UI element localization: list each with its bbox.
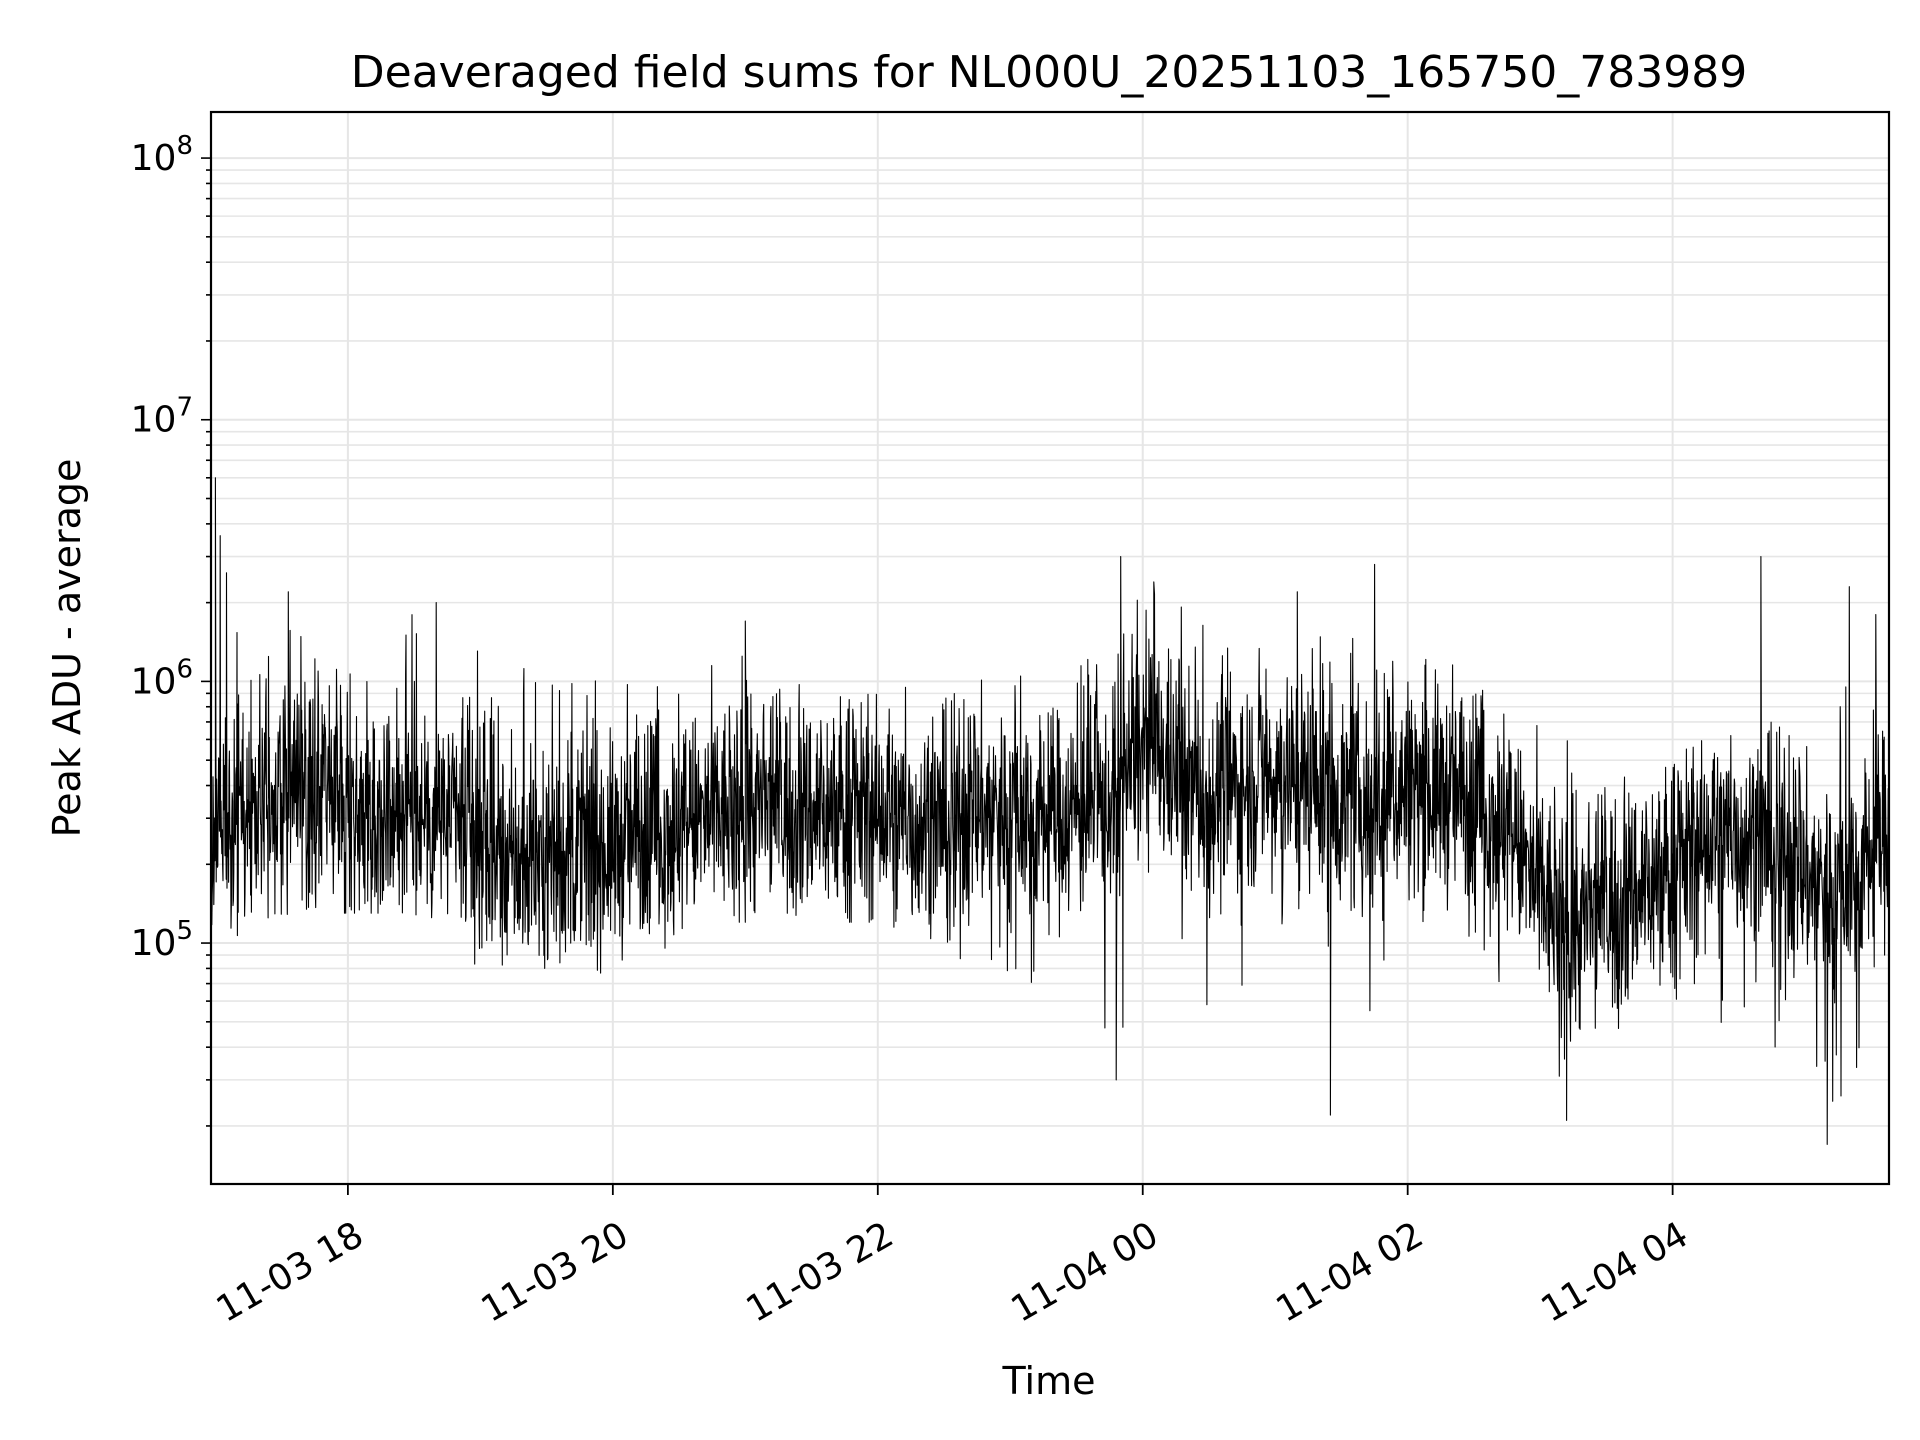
data-layer <box>211 477 1889 1145</box>
y-tick-label: 105 <box>131 916 193 964</box>
y-tick-label: 108 <box>131 131 193 179</box>
y-tick-labels: 105 106 107 108 <box>131 131 193 964</box>
x-axis-label: Time <box>1002 1359 1096 1403</box>
y-tick-label: 106 <box>131 654 193 702</box>
chart-title: Deaveraged field sums for NL000U_2025110… <box>351 47 1747 98</box>
tick-marks <box>201 157 1674 1195</box>
plot-frame <box>209 110 1891 1186</box>
series-line <box>211 477 1889 1145</box>
y-tick-label: 107 <box>131 393 193 441</box>
y-axis-label: Peak ADU - average <box>45 459 89 838</box>
